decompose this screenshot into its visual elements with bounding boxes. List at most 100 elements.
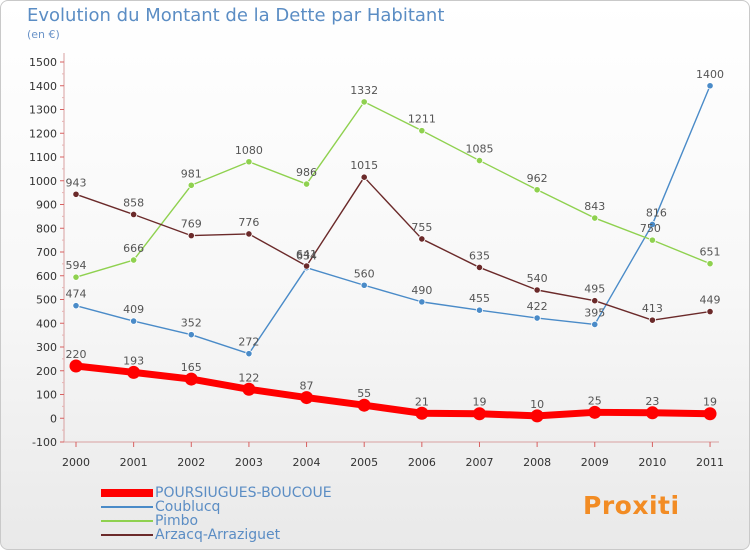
data-label: 641: [296, 248, 317, 261]
data-point: [72, 302, 80, 310]
data-label: 55: [357, 387, 371, 400]
legend-swatch: [101, 520, 153, 522]
data-label: 540: [527, 272, 548, 285]
data-label: 1015: [350, 159, 378, 172]
proxiti-logo: Proxiti: [583, 491, 680, 520]
legend-label: Coublucq: [155, 499, 221, 515]
data-label: 651: [700, 246, 721, 259]
data-point: [591, 214, 599, 222]
chart-subtitle: (en €): [27, 28, 60, 41]
data-point: [245, 350, 253, 358]
data-label: 413: [642, 302, 663, 315]
data-point: [130, 317, 138, 325]
data-point: [245, 158, 253, 166]
data-label: 490: [411, 284, 432, 297]
data-point: [591, 297, 599, 305]
data-point: [475, 156, 484, 165]
x-tick-label: 2006: [408, 456, 436, 469]
data-point: [418, 127, 426, 135]
legend-label: Pimbo: [155, 513, 199, 529]
y-tick-label: 100: [36, 389, 57, 402]
data-point: [648, 220, 657, 229]
y-tick-label: 1000: [29, 175, 57, 188]
data-label: 560: [354, 267, 375, 280]
data-point: [187, 181, 195, 189]
data-label: 19: [703, 396, 717, 409]
data-point: [706, 82, 714, 90]
data-point: [418, 235, 426, 243]
data-label: 25: [588, 394, 602, 407]
data-point: [706, 308, 714, 316]
data-label: 422: [527, 300, 548, 313]
data-point: [302, 262, 311, 270]
data-point: [648, 316, 657, 324]
data-point: [187, 232, 195, 240]
data-label: 495: [584, 283, 605, 296]
data-label: 986: [296, 166, 317, 179]
y-tick-label: 700: [36, 246, 57, 259]
legend-swatch: [101, 506, 153, 508]
data-label: 1080: [235, 144, 263, 157]
data-point: [302, 180, 311, 188]
data-label: 474: [66, 288, 87, 301]
x-tick-label: 2000: [62, 456, 90, 469]
data-point: [130, 256, 138, 264]
series-line: [75, 176, 711, 321]
data-point: [533, 286, 541, 294]
data-point: [645, 406, 659, 420]
y-tick-label: 0: [50, 412, 57, 425]
y-tick-label: 1500: [29, 56, 57, 69]
data-point: [69, 359, 83, 373]
chart-title: Evolution du Montant de la Dette par Hab…: [27, 5, 445, 26]
data-point: [72, 190, 80, 198]
data-point: [648, 236, 657, 244]
data-point: [533, 186, 541, 194]
x-tick-label: 2001: [120, 456, 148, 469]
data-label: 87: [300, 380, 314, 393]
data-point: [472, 407, 486, 421]
x-tick-label: 2007: [465, 456, 493, 469]
data-label: 755: [411, 221, 432, 234]
data-label: 10: [530, 398, 544, 411]
data-label: 23: [645, 395, 659, 408]
data-label: 122: [238, 371, 259, 384]
data-label: 352: [181, 317, 202, 330]
data-label: 395: [584, 306, 605, 319]
y-tick-label: 200: [36, 365, 57, 378]
data-point: [242, 382, 256, 396]
y-tick-label: 1300: [29, 104, 57, 117]
y-tick-label: 1100: [29, 151, 57, 164]
data-label: 165: [181, 361, 202, 374]
y-tick-label: 800: [36, 222, 57, 235]
legend-label: Arzacq-Arraziguet: [155, 527, 281, 543]
chart-axes: -100 0 100 200 300 400 500 600 700 800 900 1000 1100…: [29, 53, 724, 469]
data-point: [533, 314, 541, 322]
y-tick-label: 900: [36, 199, 57, 212]
data-label: 816: [646, 206, 667, 219]
x-tick-label: 2003: [235, 456, 263, 469]
legend-swatch: [101, 534, 153, 536]
data-point: [415, 406, 429, 420]
data-point: [703, 407, 717, 421]
y-tick-label: 500: [36, 294, 57, 307]
data-label: 1332: [350, 84, 378, 97]
data-label: 943: [66, 176, 87, 189]
x-tick-label: 2005: [350, 456, 378, 469]
data-label: 666: [123, 242, 144, 255]
data-point: [360, 98, 368, 106]
data-point: [245, 230, 253, 238]
data-label: 635: [469, 249, 490, 262]
data-label: 21: [415, 395, 429, 408]
data-point: [184, 372, 198, 386]
data-label: 776: [238, 216, 259, 229]
x-tick-label: 2004: [293, 456, 321, 469]
data-label: 19: [472, 396, 486, 409]
data-label: 634: [296, 250, 317, 263]
data-label: 449: [700, 294, 721, 307]
x-tick-label: 2002: [177, 456, 205, 469]
data-point: [706, 260, 714, 268]
data-label: 272: [238, 336, 259, 349]
data-label: 962: [527, 172, 548, 185]
data-label: 981: [181, 167, 202, 180]
